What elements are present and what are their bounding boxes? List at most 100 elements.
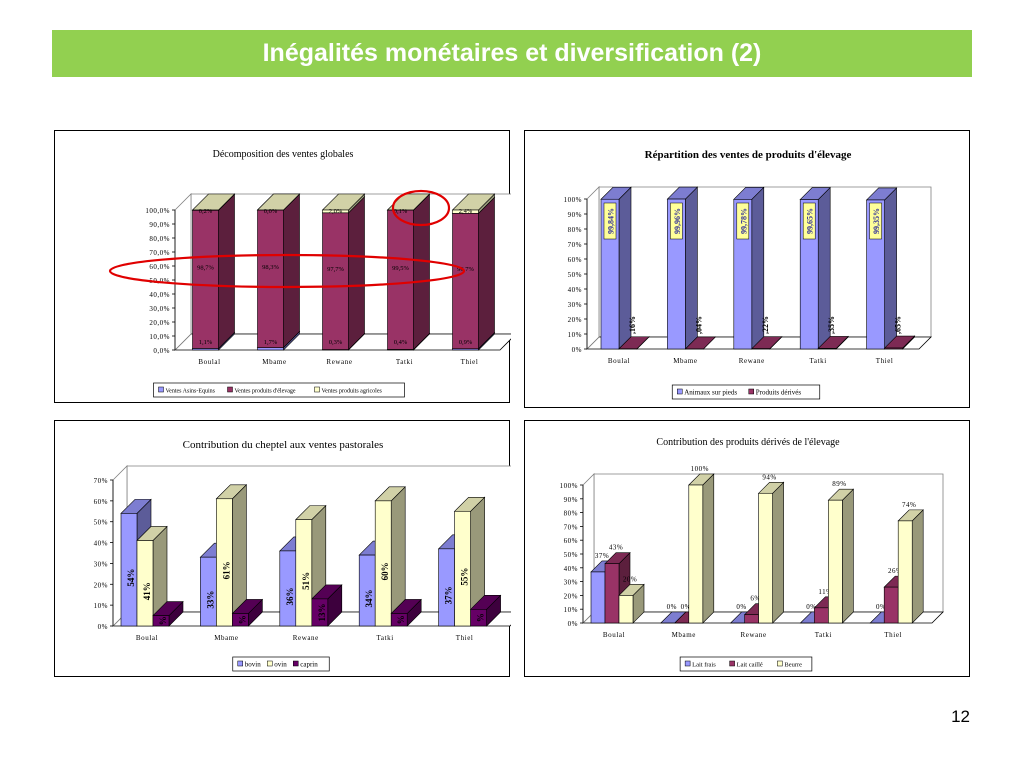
- derived-products-title: Contribution des produits dérivés de l'é…: [656, 437, 840, 448]
- sales-breakdown-legend-swatch: [314, 386, 320, 393]
- herd-contribution-data-label: 34%: [364, 590, 374, 608]
- derived-products-data-label: 20%: [623, 575, 637, 583]
- sales-breakdown-legend: Ventes Asins-Equins Ventes produits d'éle…: [153, 382, 405, 398]
- herd-contribution-data-label: %: [237, 615, 247, 624]
- livestock-products-data-label: 99,78%: [739, 208, 748, 234]
- derived-products-data-label: 37%: [595, 552, 609, 560]
- derived-products-y-tick-label: 60%: [564, 537, 578, 545]
- derived-products-legend-entry: Beurre: [784, 662, 802, 669]
- livestock-products-legend-swatch: [677, 388, 683, 395]
- livestock-products-x-tick-label: Mbame: [673, 357, 697, 365]
- livestock-products-legend-swatch: [748, 388, 754, 395]
- derived-products-data-label: 0%: [806, 603, 816, 611]
- derived-products-x-tick-label: Mbame: [672, 631, 696, 639]
- derived-products-y-tick-label: 30%: [564, 579, 578, 587]
- herd-contribution-legend-swatch: [237, 660, 243, 667]
- sales-breakdown-data-label: 97,7%: [327, 266, 344, 273]
- herd-contribution-legend-swatch: [267, 660, 273, 667]
- sales-breakdown-data-label: 96,7%: [457, 266, 474, 273]
- sales-breakdown-bar-rewane-2: [321, 193, 366, 214]
- herd-contribution-y-tick-label: 40%: [94, 540, 108, 548]
- herd-contribution-data-label: %: [476, 613, 486, 622]
- herd-contribution-y-tick-label: 30%: [94, 560, 108, 568]
- sales-breakdown-y-tick-label: 80,0%: [149, 235, 170, 243]
- herd-contribution-data-label: 36%: [285, 587, 295, 605]
- livestock-products-x-tick-label: Boulal: [608, 357, 630, 365]
- livestock-products-y-tick-label: 10%: [568, 331, 582, 339]
- derived-products-legend-swatch: [729, 660, 735, 667]
- sales-breakdown-bar-mbame-2: [256, 193, 301, 211]
- sales-breakdown-x-tick-label: Thiel: [461, 358, 479, 366]
- sales-breakdown-data-label: 0,0%: [264, 208, 278, 215]
- sales-breakdown-highlight-ellipse-thiel: [391, 189, 451, 227]
- sales-breakdown-x-tick-label: Mbame: [262, 358, 286, 366]
- herd-contribution-y-tick-label: 60%: [94, 498, 108, 506]
- livestock-products-data-label: ,04%: [694, 316, 703, 334]
- herd-contribution-bar-tatki-2: [390, 598, 422, 627]
- derived-products-bar-mbame-2: [688, 473, 715, 624]
- herd-contribution-bar-tatki-1: [374, 486, 406, 627]
- livestock-products-data-label: ,16%: [628, 316, 637, 334]
- herd-contribution-data-label: 41%: [142, 582, 152, 600]
- herd-contribution-bar-mbame-2: [231, 598, 264, 627]
- livestock-products-data-label: ,22%: [761, 316, 770, 334]
- chart-panel-sales-breakdown: Décomposition des ventes globales 0,0% 10,…: [54, 130, 511, 403]
- derived-products-y-tick-label: 0%: [568, 620, 578, 628]
- derived-products-data-label: 11%: [818, 588, 832, 596]
- derived-products-data-label: 0%: [736, 603, 746, 611]
- herd-contribution-data-label: %: [158, 616, 168, 625]
- sales-breakdown-data-label: 2,4%: [459, 208, 473, 215]
- sales-breakdown-y-tick-label: 70,0%: [149, 249, 170, 257]
- derived-products-bar-rewane-2: [757, 481, 785, 624]
- livestock-products-y-tick-label: 50%: [568, 271, 582, 279]
- sales-breakdown-y-tick-label: 40,0%: [149, 291, 170, 299]
- herd-contribution-bar-boulal-2: [152, 600, 184, 627]
- chart-panel-derived-products: Contribution des produits dérivés de l'é…: [524, 420, 970, 677]
- chart-panel-livestock-products: Répartition des ventes de produits d'éle…: [524, 130, 970, 408]
- herd-contribution-y-tick-label: 50%: [94, 519, 108, 527]
- livestock-products-y-tick-label: 30%: [568, 301, 582, 309]
- derived-products-data-label: 0%: [667, 603, 677, 611]
- livestock-products-bar-boulal-1: [618, 336, 650, 350]
- livestock-products-y-tick-label: 20%: [568, 316, 582, 324]
- sales-breakdown-bar-mbame-1: [256, 193, 301, 349]
- herd-contribution-legend-entry: bovin: [245, 661, 261, 669]
- sales-breakdown-data-label: 0,1%: [394, 208, 408, 215]
- livestock-products-x-tick-label: Thiel: [876, 357, 894, 365]
- sales-breakdown-bar-thiel-2: [451, 193, 496, 215]
- sales-breakdown-legend-swatch: [227, 386, 233, 393]
- herd-contribution-data-label: 37%: [444, 586, 454, 604]
- sales-breakdown-data-label: 0,2%: [199, 208, 213, 215]
- livestock-products-title: Répartition des ventes de produits d'éle…: [645, 149, 852, 161]
- sales-breakdown-y-tick-label: 30,0%: [149, 305, 170, 313]
- chart-livestock-products: Répartition des ventes de produits d'éle…: [564, 149, 932, 400]
- herd-contribution-legend: bovin ovin caprin: [232, 656, 330, 672]
- derived-products-data-label: 0%: [876, 603, 886, 611]
- herd-contribution-data-label: 13%: [317, 603, 327, 621]
- sales-breakdown-bar-boulal-2: [191, 193, 236, 212]
- livestock-products-y-tick-label: 60%: [568, 256, 582, 264]
- derived-products-data-label: 94%: [762, 473, 776, 481]
- livestock-products-x-tick-label: Rewane: [739, 357, 765, 365]
- sales-breakdown-legend-entry: Ventes produits agricoles: [322, 389, 383, 395]
- sales-breakdown-highlight-ellipse-livestock: [108, 253, 466, 289]
- livestock-products-y-tick-label: 40%: [568, 286, 582, 294]
- chart-herd-contribution: Contribution du cheptel aux ventes pasto…: [94, 439, 511, 672]
- chart-derived-products: Contribution des produits dérivés de l'é…: [560, 437, 944, 672]
- sales-breakdown-legend-entry: Ventes produits d'élevage: [235, 389, 296, 395]
- sales-breakdown-data-label: 0,3%: [329, 339, 343, 346]
- sales-breakdown-data-label: 1,1%: [199, 339, 213, 346]
- herd-contribution-legend-swatch: [293, 660, 299, 667]
- sales-breakdown-y-tick-label: 100,0%: [145, 207, 170, 215]
- herd-contribution-y-tick-label: 0%: [98, 623, 108, 631]
- herd-contribution-bar-mbame-1: [215, 484, 248, 627]
- sales-breakdown-data-label: 0,9%: [459, 339, 473, 346]
- derived-products-data-label: 6%: [750, 595, 760, 603]
- herd-contribution-legend-entry: caprin: [300, 661, 318, 669]
- derived-products-y-tick-label: 40%: [564, 565, 578, 573]
- derived-products-y-tick-label: 10%: [564, 606, 578, 614]
- chart-panel-herd-contribution: Contribution du cheptel aux ventes pasto…: [54, 420, 511, 677]
- slide-title: Inégalités monétaires et diversification…: [52, 30, 972, 77]
- derived-products-legend-swatch: [777, 660, 783, 667]
- sales-breakdown-data-label: 99,5%: [392, 265, 409, 272]
